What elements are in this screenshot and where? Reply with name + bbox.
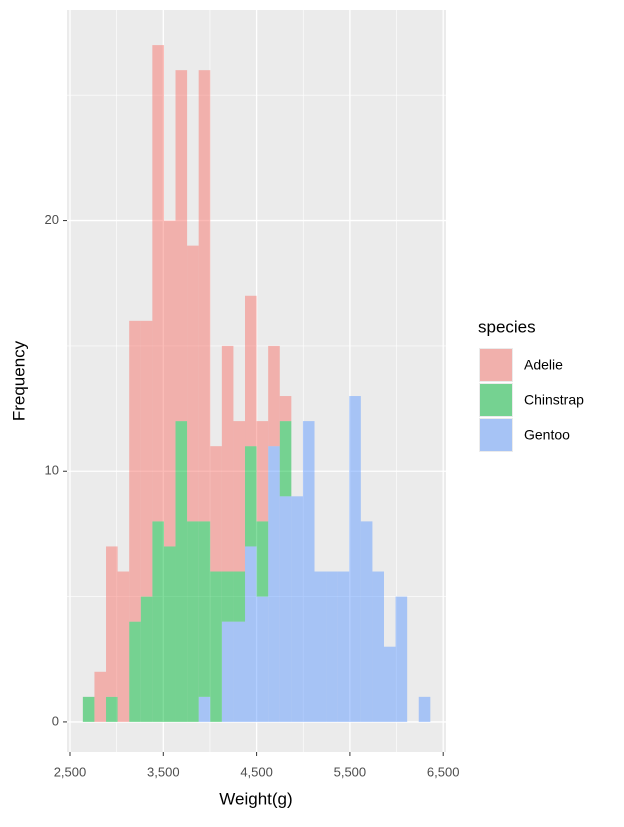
histogram-bar — [233, 571, 246, 622]
legend-key — [480, 419, 512, 451]
legend: Adelie Chinstrap Gentoo — [479, 348, 584, 452]
legend-label: Chinstrap — [524, 392, 584, 408]
histogram-bar — [418, 696, 431, 722]
histogram-bar — [221, 621, 234, 722]
histogram-bar — [187, 245, 199, 522]
histogram-bar — [372, 571, 384, 722]
histogram-bar — [245, 546, 257, 722]
histogram-bar — [395, 596, 408, 722]
histogram-bar — [360, 521, 373, 722]
histogram-bar — [256, 596, 269, 722]
histogram-bar — [187, 521, 199, 722]
histogram-bar — [302, 421, 315, 722]
histogram-bar — [163, 546, 176, 722]
histogram-bar — [129, 320, 141, 622]
histogram-bar — [129, 621, 141, 722]
bars — [82, 45, 431, 722]
histogram-bar — [349, 396, 361, 722]
histogram-bar — [175, 70, 188, 422]
histogram-bar — [256, 421, 269, 522]
histogram-bar — [314, 571, 327, 722]
histogram-bar — [198, 521, 211, 697]
histogram-bar — [198, 70, 211, 522]
histogram-bar — [279, 396, 292, 422]
histogram-bar — [245, 295, 257, 447]
histogram-bar — [268, 345, 280, 447]
histogram-bar — [245, 446, 257, 547]
x-tick-label: 4,500 — [240, 764, 273, 779]
histogram-bar — [175, 421, 188, 722]
histogram-bar — [140, 320, 153, 597]
legend-title: species — [478, 317, 536, 336]
histogram-bar — [291, 496, 303, 722]
histogram-bar — [210, 571, 222, 722]
legend-label: Adelie — [524, 357, 563, 373]
histogram-bar — [233, 421, 246, 572]
histogram-bar — [337, 571, 350, 722]
histogram-bar — [163, 220, 176, 547]
histogram-bar — [210, 446, 222, 572]
x-tick-label: 5,500 — [334, 764, 367, 779]
y-tick-label: 0 — [52, 713, 59, 728]
legend-key — [480, 349, 512, 381]
legend-label: Gentoo — [524, 427, 570, 443]
histogram-bar — [256, 521, 269, 597]
histogram-bar — [198, 696, 211, 722]
y-tick-label: 20 — [45, 212, 59, 227]
histogram-bar — [233, 621, 246, 722]
y-axis-title: Frequency — [9, 340, 28, 421]
histogram-bar — [106, 546, 118, 697]
histogram-bar — [326, 571, 338, 722]
x-tick-label: 2,500 — [54, 764, 87, 779]
histogram-bar — [221, 345, 234, 572]
x-tick-label: 6,500 — [427, 764, 460, 779]
histogram-bar — [106, 696, 118, 722]
histogram-bar — [94, 671, 107, 722]
histogram-bar — [279, 496, 292, 722]
x-tick-label: 3,500 — [147, 764, 180, 779]
histogram-bar — [152, 521, 164, 722]
histogram-bar — [140, 596, 153, 722]
histogram-bar — [82, 696, 95, 722]
histogram-bar — [221, 571, 234, 622]
histogram-bar — [117, 571, 130, 722]
x-axis-title: Weight(g) — [219, 789, 292, 808]
histogram-bar — [268, 446, 280, 722]
histogram-bar — [279, 421, 292, 497]
histogram-bar — [152, 45, 164, 522]
legend-key — [480, 384, 512, 416]
histogram-bar — [383, 646, 396, 722]
y-tick-label: 10 — [45, 463, 59, 478]
